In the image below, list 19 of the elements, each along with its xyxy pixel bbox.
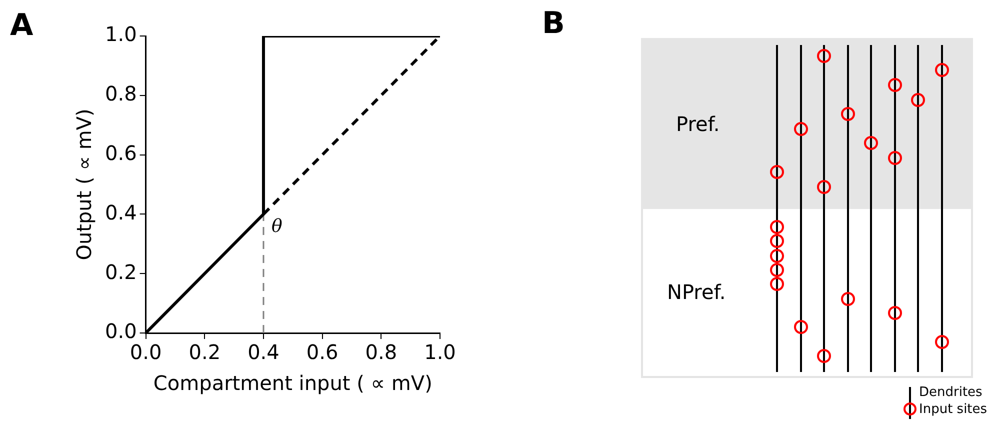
x-tick-label: 0.8 — [365, 340, 398, 364]
y-tick-label: 0.2 — [104, 260, 137, 284]
x-tick-label: 0.2 — [188, 340, 221, 364]
y-axis-title: Output ( ∝ mV) — [72, 108, 96, 260]
text: A — [10, 8, 34, 43]
text: Pref. — [676, 112, 720, 136]
y-tick-label: 0.6 — [104, 141, 137, 166]
x-tick-label: 1.0 — [424, 340, 456, 364]
x-tick-label: 0.4 — [248, 340, 280, 364]
x-tick-label: 0.6 — [306, 340, 338, 364]
text: B — [542, 6, 565, 41]
text: Dendrites — [919, 385, 982, 400]
y-tick-label: 0.8 — [104, 82, 137, 106]
y-tick-label: 1.0 — [104, 22, 137, 46]
text: NPref. — [667, 280, 726, 304]
x-axis-title: Compartment input ( ∝ mV) — [153, 371, 432, 396]
annotation: θ — [271, 216, 282, 237]
text: Input sites — [919, 402, 988, 417]
y-tick-label: 0.4 — [104, 200, 137, 224]
